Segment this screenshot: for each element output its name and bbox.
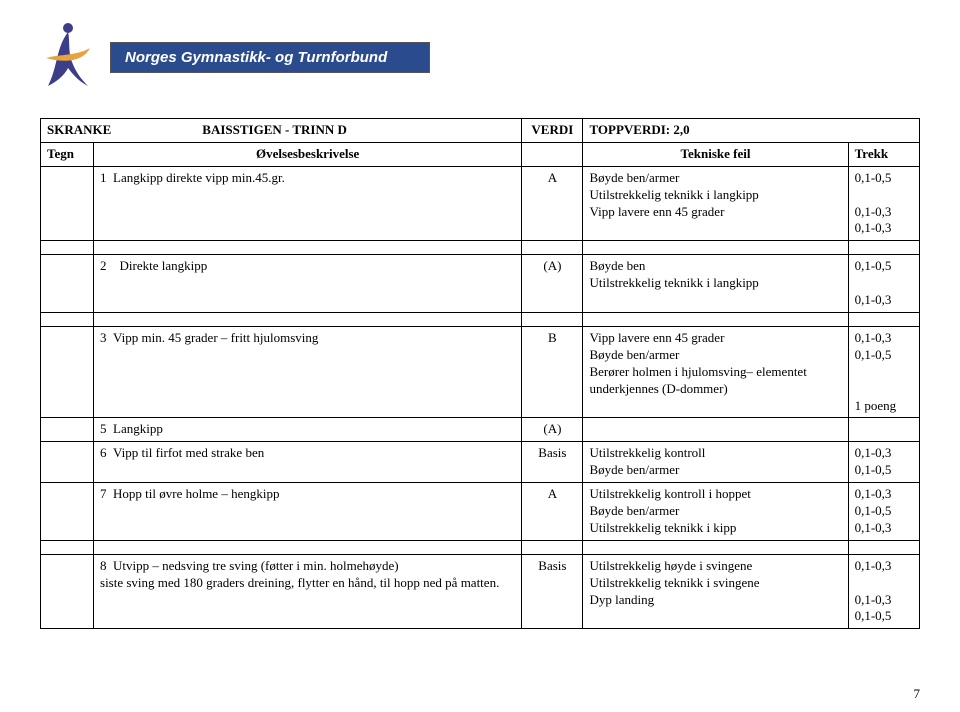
tegn-cell <box>41 418 94 442</box>
trekk-cell: 0,1-0,3 0,1-0,5 1 poeng <box>848 327 919 418</box>
row-desc: Langkipp direkte vipp min.45.gr. <box>113 170 285 185</box>
table-row: 3 Vipp min. 45 grader – fritt hjulomsvin… <box>41 327 920 418</box>
verdi-cell: B <box>522 327 583 418</box>
page-number: 7 <box>914 686 921 702</box>
desc-cell: 6 Vipp til firfot med strake ben <box>94 442 522 483</box>
desc-cell: 2 Direkte langkipp <box>94 255 522 313</box>
row-num: 6 <box>100 445 107 460</box>
federation-logo <box>40 18 96 96</box>
row-desc: Vipp til firfot med strake ben <box>113 445 264 460</box>
table-row: 7 Hopp til øvre holme – hengkipp A Utils… <box>41 483 920 541</box>
row-num: 3 <box>100 330 107 345</box>
verdi-cell: (A) <box>522 418 583 442</box>
desc-cell: 1 Langkipp direkte vipp min.45.gr. <box>94 166 522 241</box>
page-header: Norges Gymnastikk- og Turnforbund <box>40 18 920 96</box>
verdi-cell: Basis <box>522 554 583 629</box>
row-desc: Vipp min. 45 grader – fritt hjulomsving <box>113 330 318 345</box>
row-num: 5 <box>100 421 107 436</box>
verdi-cell: A <box>522 483 583 541</box>
desc-cell: 8 Utvipp – nedsving tre sving (føtter i … <box>94 554 522 629</box>
feil-cell: Vipp lavere enn 45 grader Bøyde ben/arme… <box>583 327 848 418</box>
feil-cell: Utilstrekkelig kontroll i hoppet Bøyde b… <box>583 483 848 541</box>
row-num: 1 <box>100 170 107 185</box>
row-desc: Direkte langkipp <box>120 258 208 273</box>
verdi-cell: (A) <box>522 255 583 313</box>
feil-cell: Bøyde ben Utilstrekkelig teknikk i langk… <box>583 255 848 313</box>
toppverdi-header: TOPPVERDI: 2,0 <box>583 119 920 143</box>
tegn-cell <box>41 255 94 313</box>
row-num: 2 <box>100 258 107 273</box>
trekk-cell: 0,1-0,3 0,1-0,5 0,1-0,3 <box>848 483 919 541</box>
table-row: 5 Langkipp (A) <box>41 418 920 442</box>
exercise-table: SKRANKE BAISSTIGEN - TRINN D VERDI TOPPV… <box>40 118 920 629</box>
event-cell: SKRANKE BAISSTIGEN - TRINN D <box>41 119 522 143</box>
table-row: 2 Direkte langkipp (A) Bøyde ben Utilstr… <box>41 255 920 313</box>
column-header-row: Tegn Øvelsesbeskrivelse Tekniske feil Tr… <box>41 142 920 166</box>
feil-cell: Utilstrekkelig kontroll Bøyde ben/armer <box>583 442 848 483</box>
feil-cell: Bøyde ben/armer Utilstrekkelig teknikk i… <box>583 166 848 241</box>
event-label: SKRANKE <box>47 122 111 137</box>
org-name-bar: Norges Gymnastikk- og Turnforbund <box>110 42 430 73</box>
row-num: 8 <box>100 558 107 573</box>
desc-cell: 7 Hopp til øvre holme – hengkipp <box>94 483 522 541</box>
table-row: 1 Langkipp direkte vipp min.45.gr. A Bøy… <box>41 166 920 241</box>
feil-cell <box>583 418 848 442</box>
tegn-cell <box>41 166 94 241</box>
col-verdi <box>522 142 583 166</box>
verdi-cell: Basis <box>522 442 583 483</box>
tegn-cell <box>41 554 94 629</box>
trekk-cell: 0,1-0,5 0,1-0,3 0,1-0,3 <box>848 166 919 241</box>
tegn-cell <box>41 327 94 418</box>
verdi-cell: A <box>522 166 583 241</box>
trekk-cell <box>848 418 919 442</box>
row-desc: Hopp til øvre holme – hengkipp <box>113 486 279 501</box>
verdi-header: VERDI <box>522 119 583 143</box>
table-row: 6 Vipp til firfot med strake ben Basis U… <box>41 442 920 483</box>
row-num: 7 <box>100 486 107 501</box>
program-label: BAISSTIGEN - TRINN D <box>202 122 347 137</box>
spacer-row <box>41 540 920 554</box>
title-row: SKRANKE BAISSTIGEN - TRINN D VERDI TOPPV… <box>41 119 920 143</box>
trekk-cell: 0,1-0,3 0,1-0,3 0,1-0,5 <box>848 554 919 629</box>
trekk-cell: 0,1-0,5 0,1-0,3 <box>848 255 919 313</box>
col-tegn: Tegn <box>41 142 94 166</box>
spacer-row <box>41 241 920 255</box>
table-row: 8 Utvipp – nedsving tre sving (føtter i … <box>41 554 920 629</box>
row-desc: Utvipp – nedsving tre sving (føtter i mi… <box>100 558 499 590</box>
trekk-cell: 0,1-0,3 0,1-0,5 <box>848 442 919 483</box>
col-feil: Tekniske feil <box>583 142 848 166</box>
tegn-cell <box>41 483 94 541</box>
spacer-row <box>41 313 920 327</box>
desc-cell: 5 Langkipp <box>94 418 522 442</box>
feil-cell: Utilstrekkelig høyde i svingene Utilstre… <box>583 554 848 629</box>
row-desc: Langkipp <box>113 421 163 436</box>
tegn-cell <box>41 442 94 483</box>
desc-cell: 3 Vipp min. 45 grader – fritt hjulomsvin… <box>94 327 522 418</box>
col-desc: Øvelsesbeskrivelse <box>94 142 522 166</box>
col-trekk: Trekk <box>848 142 919 166</box>
